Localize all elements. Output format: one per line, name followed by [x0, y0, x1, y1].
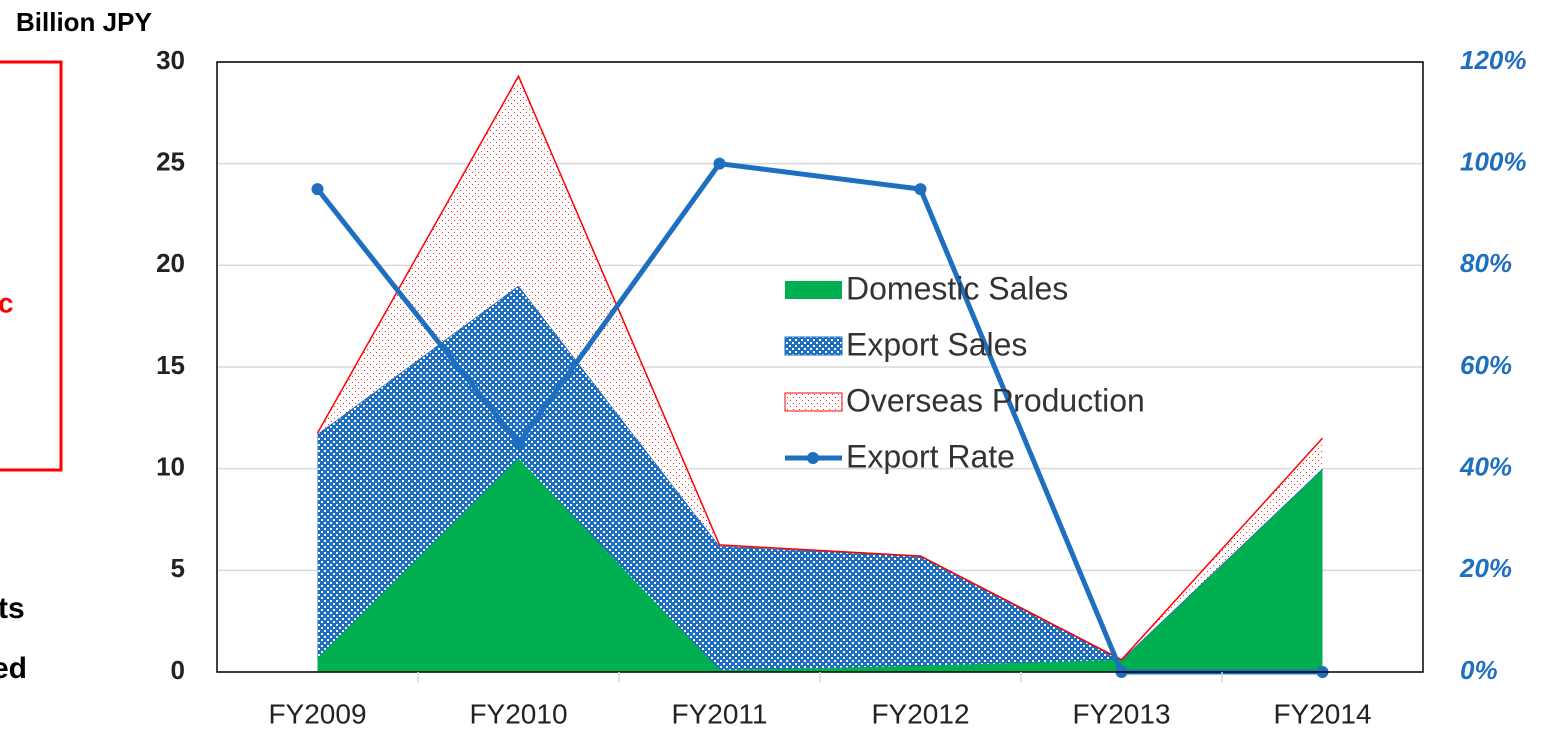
- legend-label: Export Sales: [846, 326, 1027, 362]
- annotation: ed: [0, 652, 27, 685]
- x-tick-label: FY2014: [1273, 698, 1371, 729]
- plot-area: [217, 61, 1423, 678]
- y-tick-label: 20: [156, 248, 185, 278]
- export-rate-marker: [914, 183, 927, 196]
- y-axis-label: Billion JPY: [16, 7, 152, 37]
- y-tick-label: 10: [156, 452, 185, 482]
- y2-tick-label: 40%: [1459, 452, 1512, 482]
- y2-tick-label: 60%: [1460, 350, 1512, 380]
- legend-marker: [807, 452, 819, 464]
- y-tick-label: 25: [156, 147, 185, 177]
- area: [317, 285, 1323, 670]
- x-tick-label: FY2011: [672, 698, 768, 729]
- area-edge: [316, 74, 1324, 661]
- y-tick-label: 15: [156, 350, 185, 380]
- x-tick-label: FY2012: [871, 698, 969, 729]
- legend-swatch: [784, 336, 843, 356]
- x-tick-label: FY2013: [1072, 698, 1170, 729]
- y2-tick-label: 80%: [1460, 248, 1512, 278]
- export-rate-marker: [512, 437, 525, 450]
- legend-label: Overseas Production: [846, 382, 1145, 418]
- annotation: ts: [0, 592, 25, 625]
- legend-swatch: [785, 281, 842, 299]
- y2-tick-label: 20%: [1459, 553, 1512, 583]
- legend-label: Domestic Sales: [846, 270, 1068, 306]
- y-tick-label: 0: [171, 655, 185, 685]
- x-tick-label: FY2010: [469, 698, 567, 729]
- legend-label: Export Rate: [846, 438, 1015, 474]
- y2-tick-label: 0%: [1460, 655, 1498, 685]
- export-rate-marker: [311, 183, 324, 196]
- x-tick-label: FY2009: [268, 698, 366, 729]
- callout-box: [0, 60, 63, 472]
- y2-tick-label: 100%: [1460, 147, 1527, 177]
- area: [317, 76, 1323, 660]
- annotation: c: [0, 287, 14, 318]
- y2-tick-label: 120%: [1460, 45, 1527, 75]
- legend-swatch: [784, 392, 843, 412]
- y-tick-label: 30: [156, 45, 185, 75]
- y-tick-label: 5: [171, 553, 185, 583]
- export-rate-marker: [713, 157, 726, 170]
